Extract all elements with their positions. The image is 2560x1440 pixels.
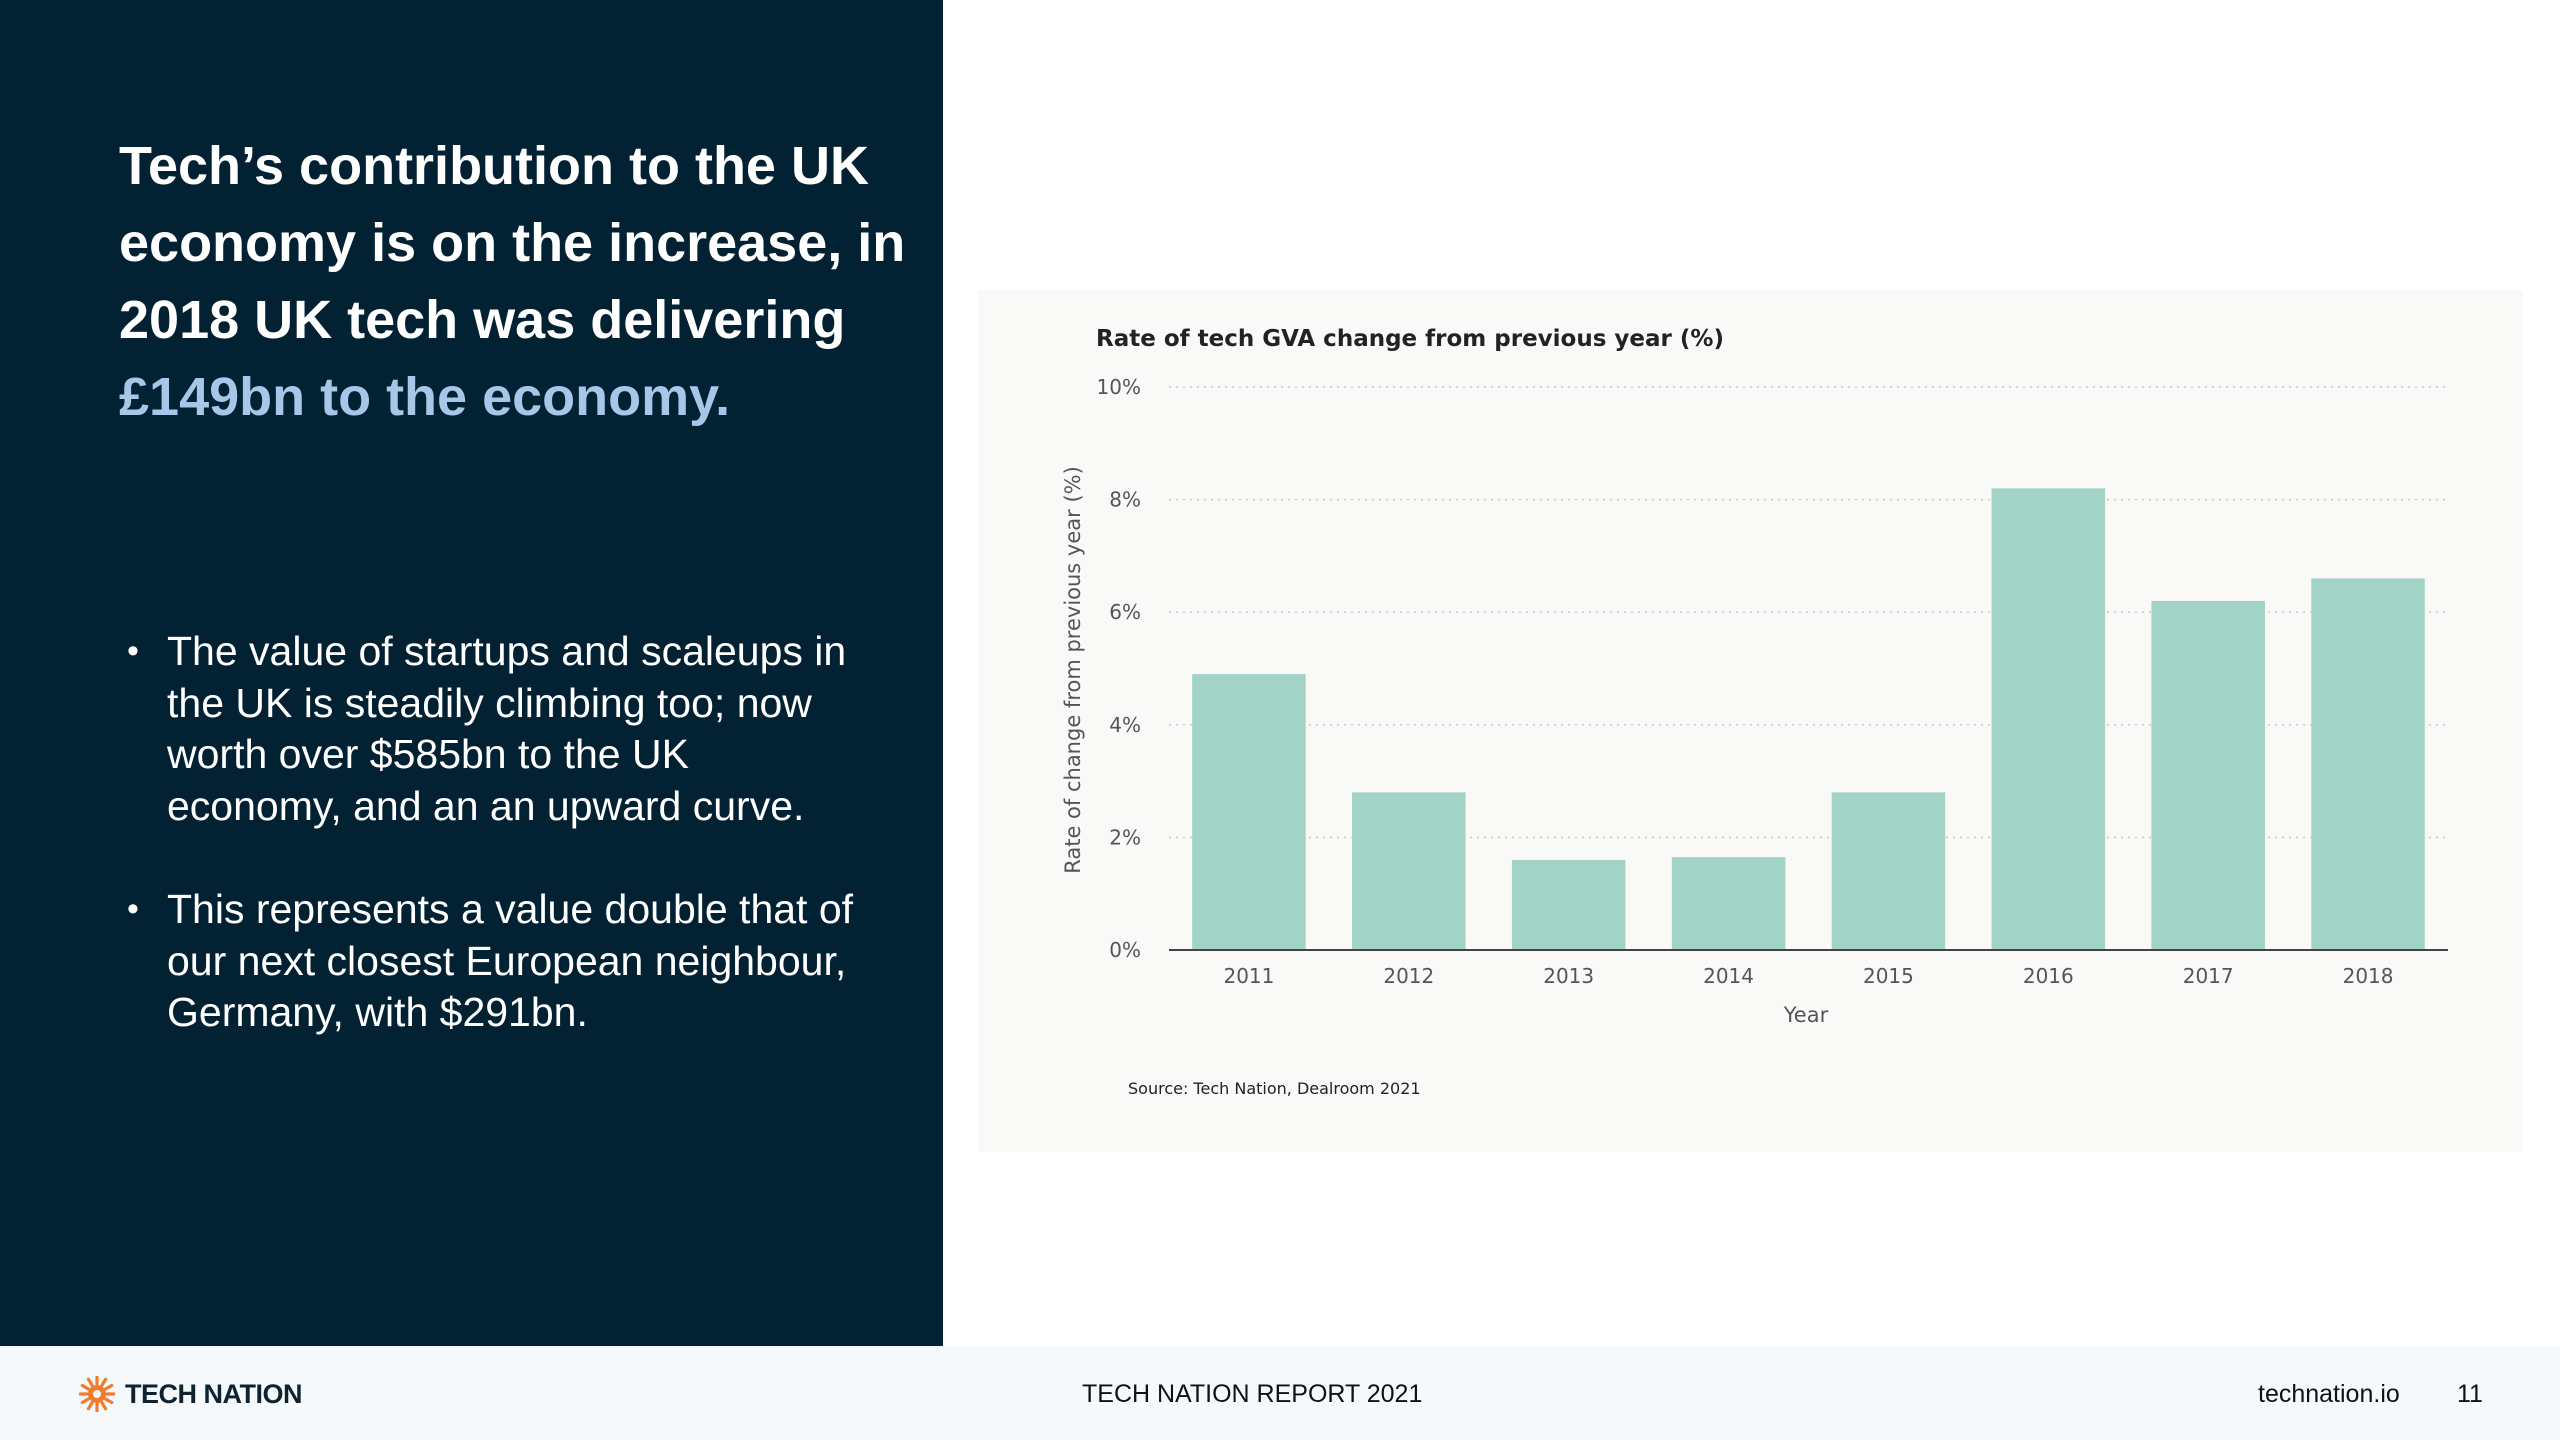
- brand-name: TECH NATION: [125, 1378, 303, 1409]
- bar-2015: [1831, 792, 1946, 950]
- brand-logo[interactable]: TECH NATION: [79, 1376, 303, 1412]
- y-tick-label: 10%: [1097, 375, 1141, 399]
- bar-2016: [1991, 488, 2106, 950]
- x-tick-label: 2012: [1383, 964, 1434, 988]
- bullet-item: This represents a value double that of o…: [119, 884, 859, 1039]
- footer: [0, 1346, 2560, 1440]
- x-tick-label: 2013: [1543, 964, 1594, 988]
- tick-label-layer: 0% 2% 4% 6% 8% 10% 2011 2012 2013 2014 2015 2016 201…: [1097, 375, 2394, 988]
- chart-source: Source: Tech Nation, Dealroom 2021: [1128, 1079, 1421, 1098]
- bar-2013: [1511, 859, 1626, 950]
- bar-layer: [1192, 488, 2425, 950]
- x-tick-label: 2016: [2023, 964, 2074, 988]
- y-tick-label: 6%: [1109, 600, 1141, 624]
- y-tick-label: 2%: [1109, 825, 1141, 849]
- y-tick-label: 0%: [1109, 938, 1141, 962]
- y-tick-label: 4%: [1109, 713, 1141, 737]
- page-number: 11: [2457, 1380, 2483, 1408]
- x-tick-label: 2018: [2343, 964, 2394, 988]
- bar-2014: [1671, 857, 1786, 950]
- x-tick-label: 2015: [1863, 964, 1914, 988]
- x-axis-label: Year: [1783, 1003, 1829, 1027]
- report-title: TECH NATION REPORT 2021: [1082, 1380, 1423, 1408]
- x-tick-label: 2017: [2183, 964, 2234, 988]
- bullet-list: The value of startups and scaleups in th…: [119, 626, 859, 1091]
- bar-2017: [2151, 600, 2265, 950]
- chart-card: Rate of tech GVA change from previous ye…: [978, 290, 2523, 1152]
- sunburst-logo-icon: [79, 1376, 115, 1412]
- headline: Tech’s contribution to the UK economy is…: [119, 128, 919, 436]
- chart-title: Rate of tech GVA change from previous ye…: [1096, 326, 1724, 352]
- y-tick-label: 8%: [1109, 488, 1141, 512]
- bar-2012: [1352, 792, 1466, 950]
- bullet-item: The value of startups and scaleups in th…: [119, 626, 859, 832]
- site-link[interactable]: technation.io: [2258, 1380, 2400, 1408]
- headline-highlight: £149bn to the economy.: [119, 367, 731, 427]
- bar-2018: [2311, 578, 2425, 950]
- bar-2011: [1192, 674, 1306, 950]
- y-axis-label: Rate of change from previous year (%): [1061, 466, 1085, 874]
- bar-chart: Rate of tech GVA change from previous ye…: [1061, 326, 2448, 1098]
- x-tick-label: 2011: [1223, 964, 1274, 988]
- headline-lead: Tech’s contribution to the UK economy is…: [119, 136, 906, 350]
- x-tick-label: 2014: [1703, 964, 1754, 988]
- left-panel: Tech’s contribution to the UK economy is…: [0, 0, 943, 1346]
